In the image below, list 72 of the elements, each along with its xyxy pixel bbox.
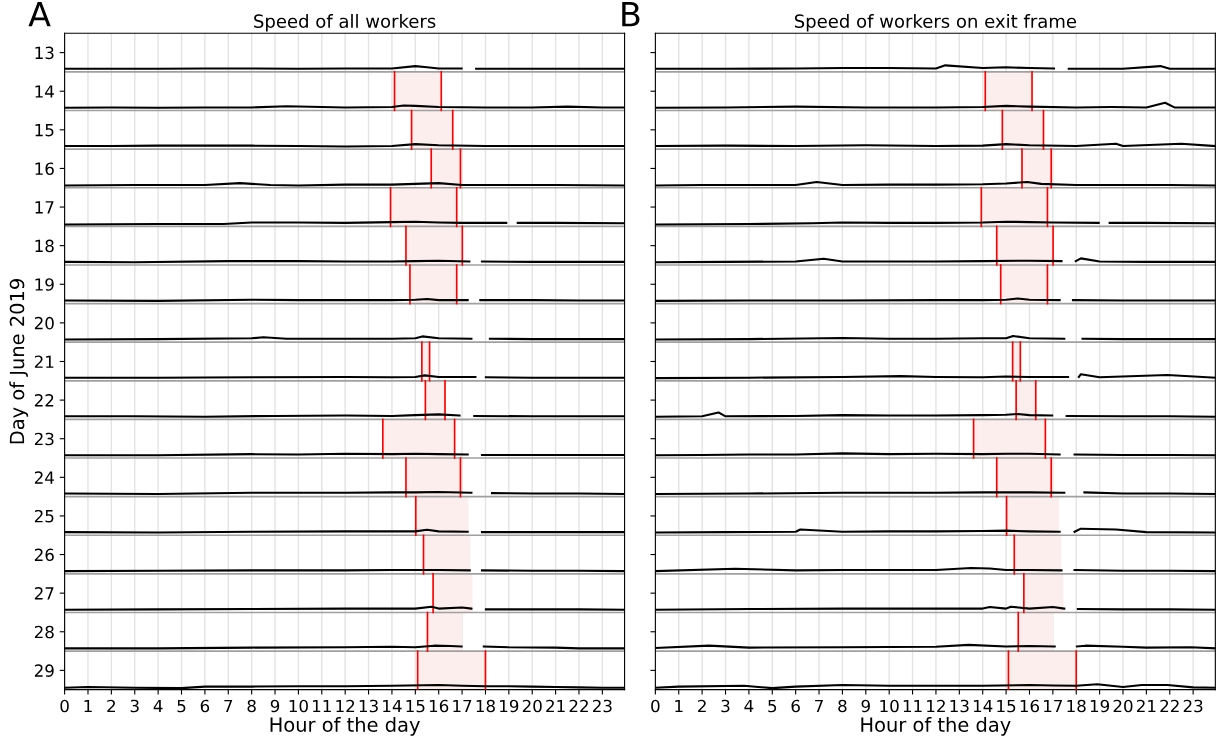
y-tick-label: 27 <box>34 587 54 600</box>
x-tick-label: 10 <box>289 699 308 713</box>
x-tick-label: 14 <box>383 699 402 713</box>
x-tick-label: 21 <box>1136 699 1156 713</box>
y-tick-label: 21 <box>34 355 54 368</box>
y-tick-label: 22 <box>34 394 54 407</box>
x-tick-label: 4 <box>153 699 163 713</box>
x-tick-label: 20 <box>1113 699 1133 713</box>
x-tick-label: 14 <box>973 699 993 713</box>
x-tick-label: 15 <box>406 699 425 713</box>
x-tick-label: 6 <box>791 699 800 713</box>
x-tick-label: 19 <box>500 699 519 713</box>
x-axis-title: Hour of the day <box>861 716 1011 736</box>
x-tick-label: 3 <box>130 699 139 713</box>
x-tick-label: 10 <box>880 699 899 713</box>
x-tick-label: 2 <box>107 699 115 713</box>
x-tick-label: 0 <box>651 699 660 713</box>
x-tick-label: 11 <box>903 699 922 713</box>
x-tick-label: 13 <box>359 699 378 713</box>
y-tick-label: 14 <box>35 85 54 98</box>
chart-title: Speed of workers on exit frame <box>794 14 1077 32</box>
y-tick-label: 26 <box>34 548 54 562</box>
y-tick-label: 13 <box>35 46 54 60</box>
y-tick-label: 15 <box>35 124 54 137</box>
x-tick-label: 22 <box>1160 699 1179 713</box>
x-tick-label: 16 <box>429 699 449 713</box>
x-tick-label: 8 <box>247 699 256 713</box>
y-tick-label: 18 <box>35 239 54 253</box>
y-tick-label: 28 <box>34 625 54 639</box>
y-tick-label: 29 <box>34 664 54 677</box>
x-tick-label: 23 <box>592 699 612 713</box>
x-tick-label: 19 <box>1090 699 1110 713</box>
x-tick-label: 7 <box>224 699 233 713</box>
y-tick-label: 17 <box>35 201 54 214</box>
y-tick-label: 23 <box>34 432 54 446</box>
x-tick-label: 20 <box>522 699 542 713</box>
x-tick-label: 22 <box>569 699 588 713</box>
x-tick-label: 12 <box>927 699 945 713</box>
x-tick-label: 8 <box>838 699 847 713</box>
x-axis-title: Hour of the day <box>270 716 420 736</box>
text: A <box>28 2 51 27</box>
x-tick-label: 23 <box>1183 699 1203 713</box>
x-tick-label: 5 <box>177 699 186 713</box>
x-tick-label: 13 <box>950 699 969 713</box>
x-tick-label: 7 <box>815 699 823 713</box>
x-tick-label: 9 <box>861 699 870 713</box>
x-tick-label: 11 <box>313 699 331 713</box>
x-tick-label: 17 <box>453 699 472 713</box>
x-tick-label: 5 <box>768 699 777 713</box>
y-tick-label: 19 <box>35 278 54 291</box>
x-tick-label: 16 <box>1020 699 1040 713</box>
x-tick-label: 21 <box>546 699 565 713</box>
x-tick-label: 9 <box>270 699 280 713</box>
y-tick-label: 20 <box>34 316 54 330</box>
x-tick-label: 1 <box>84 699 92 713</box>
x-tick-label: 1 <box>675 699 683 713</box>
chart-title: Speed of all workers <box>254 14 436 32</box>
x-tick-label: 2 <box>698 699 706 713</box>
x-tick-label: 15 <box>997 699 1016 713</box>
y-tick-label: 25 <box>34 509 54 523</box>
x-tick-label: 6 <box>200 699 210 713</box>
x-tick-label: 17 <box>1044 699 1063 713</box>
y-axis-title: Day of June 2019 <box>9 279 29 444</box>
text: B <box>622 2 640 27</box>
x-tick-label: 18 <box>1067 699 1086 713</box>
x-tick-label: 0 <box>60 699 69 713</box>
y-tick-label: 24 <box>34 471 54 484</box>
x-tick-label: 18 <box>476 699 495 713</box>
y-tick-label: 16 <box>35 162 54 176</box>
x-tick-label: 4 <box>744 699 754 713</box>
x-tick-label: 12 <box>336 699 355 713</box>
x-tick-label: 3 <box>721 699 730 713</box>
